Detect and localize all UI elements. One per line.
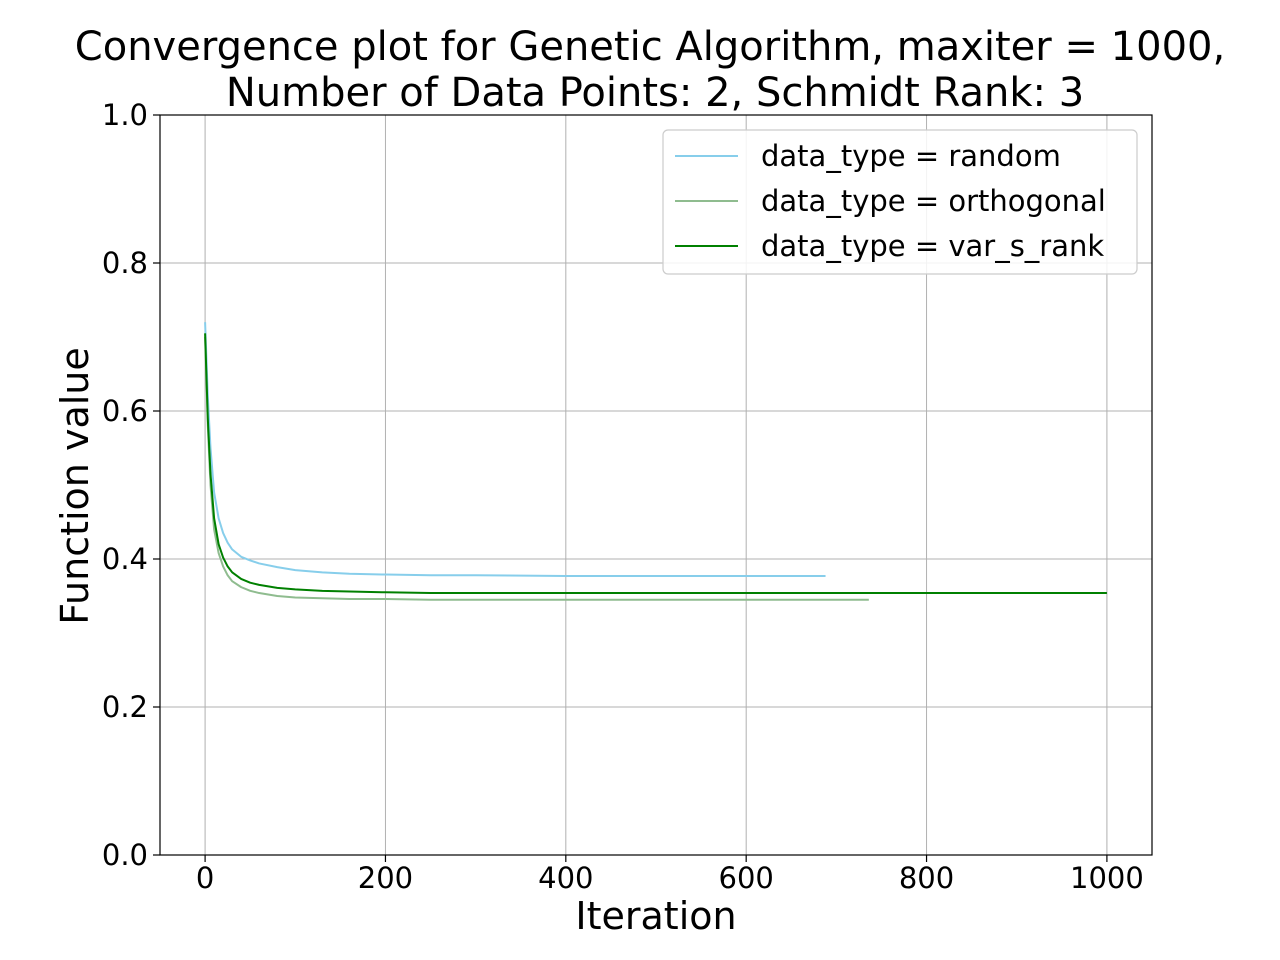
plot-series bbox=[204, 322, 1107, 601]
x-tick-label: 800 bbox=[899, 861, 954, 895]
legend-entries: data_type = random data_type = orthogonal… bbox=[675, 139, 1106, 263]
series-line-2 bbox=[204, 336, 869, 601]
x-tick-label: 0 bbox=[196, 861, 214, 895]
y-tick-label: 0.2 bbox=[102, 690, 148, 724]
series-line-1 bbox=[204, 322, 826, 578]
x-axis-label: Iteration bbox=[575, 894, 736, 938]
chart-title-line-2: Number of Data Points: 2, Schmidt Rank: … bbox=[226, 70, 1084, 116]
x-tick-label: 200 bbox=[358, 861, 413, 895]
legend-label-3: data_type = var_s_rank bbox=[761, 229, 1104, 263]
x-axis-ticks: 0 200 400 600 800 1000 bbox=[196, 855, 1144, 895]
y-axis-ticks: 0.0 0.2 0.4 0.6 0.8 1.0 bbox=[102, 98, 160, 872]
y-axis-label: Function value bbox=[53, 347, 97, 625]
y-tick-label: 0.6 bbox=[102, 394, 148, 428]
chart-title-line-1: Convergence plot for Genetic Algorithm, … bbox=[75, 24, 1225, 70]
legend-box bbox=[662, 129, 1138, 275]
y-tick-label: 0.4 bbox=[102, 542, 148, 576]
x-tick-label: 1000 bbox=[1070, 861, 1144, 895]
series-line-3 bbox=[204, 333, 1107, 595]
y-tick-label: 0.0 bbox=[102, 838, 148, 872]
y-tick-label: 0.8 bbox=[102, 246, 148, 280]
plot-frame bbox=[159, 114, 1153, 856]
chart-title: Convergence plot for Genetic Algorithm, … bbox=[75, 24, 1225, 116]
legend-label-1: data_type = random bbox=[761, 139, 1061, 173]
y-tick-label: 1.0 bbox=[102, 98, 148, 132]
x-tick-label: 600 bbox=[719, 861, 774, 895]
legend: data_type = random data_type = orthogonal… bbox=[662, 129, 1138, 275]
legend-label-2: data_type = orthogonal bbox=[761, 184, 1106, 218]
x-tick-label: 400 bbox=[538, 861, 593, 895]
